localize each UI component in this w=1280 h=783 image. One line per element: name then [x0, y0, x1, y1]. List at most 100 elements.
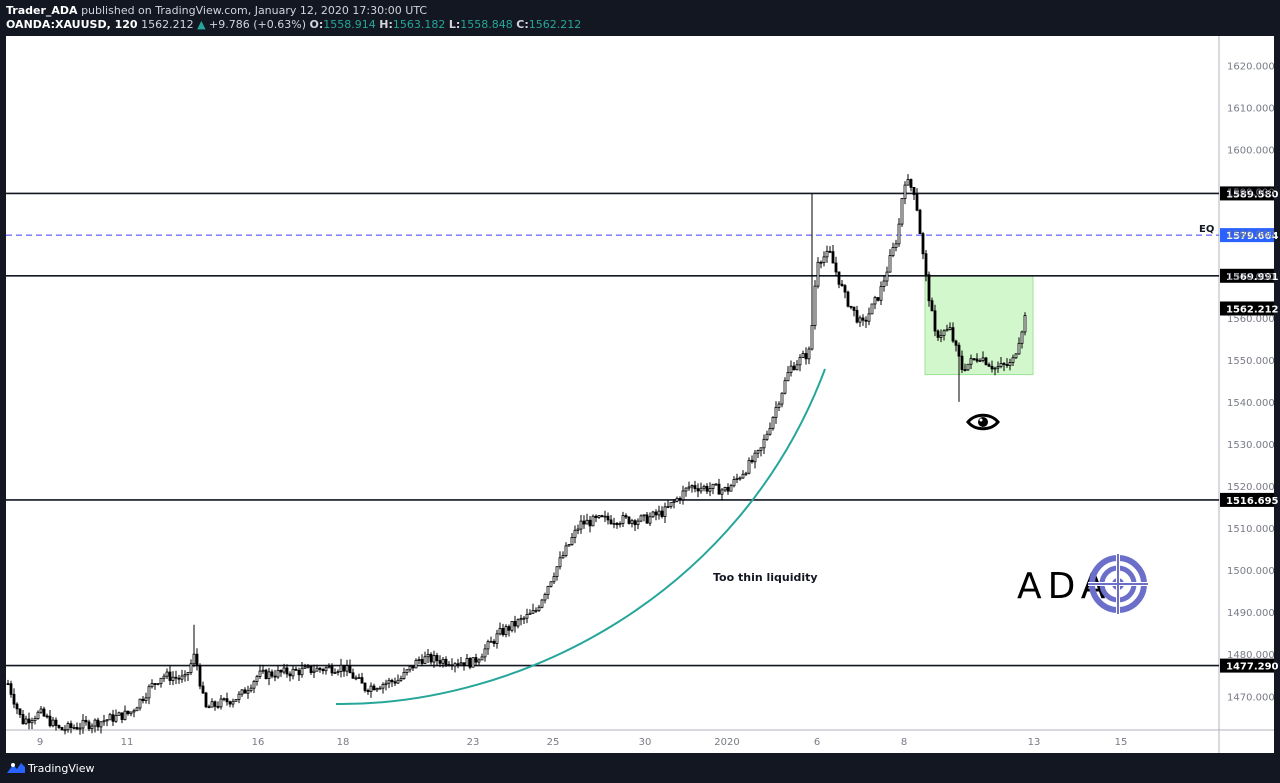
candle-body — [360, 677, 364, 684]
candle-body — [621, 515, 625, 524]
candle-body — [933, 310, 937, 332]
candles — [6, 174, 1027, 735]
tradingview-logo-icon[interactable] — [6, 761, 26, 775]
candle-body — [312, 670, 316, 673]
time-tick-label: 8 — [901, 737, 907, 748]
candle-body — [867, 313, 871, 322]
candle-body — [651, 511, 655, 518]
price-tick-label: 1540.000 — [1227, 398, 1275, 409]
candle-body — [711, 483, 715, 489]
candle-body — [441, 658, 445, 664]
candle-body — [1014, 353, 1018, 359]
time-tick-label: 16 — [252, 737, 265, 748]
candle-body — [12, 693, 16, 705]
price-tick-label: 1580.000 — [1227, 230, 1275, 241]
candle-body — [591, 515, 595, 527]
candle-body — [192, 653, 196, 665]
ohlc-legend: OANDA:XAUUSD, 120 1562.212 ▲ +9.786 (+0.… — [6, 18, 581, 31]
candle-body — [954, 340, 958, 346]
level-label: 1569.991 — [1226, 272, 1279, 283]
candle-body — [126, 710, 130, 715]
candle-body — [243, 689, 247, 694]
candle-body — [627, 516, 631, 524]
candle-body — [498, 628, 502, 635]
symbol-label[interactable]: OANDA:XAUUSD, 120 — [6, 18, 138, 31]
candle-body — [57, 725, 61, 728]
price-chart[interactable]: 1589.580 1579.664 EQ 1569.991 1516.695 1477.2… — [0, 36, 1280, 753]
candle-body — [534, 609, 538, 612]
candle-body — [75, 727, 79, 730]
candle-body — [204, 692, 208, 708]
candle-body — [852, 306, 856, 311]
candle-body — [483, 648, 487, 658]
candle-body — [396, 679, 400, 684]
candle-body — [150, 683, 154, 688]
candle-body — [261, 669, 265, 672]
price-change: +9.786 (+0.63%) — [209, 18, 306, 31]
candle-body — [543, 594, 547, 601]
candle-body — [774, 406, 778, 418]
candle-body — [33, 718, 37, 722]
curve-annotation[interactable]: Too thin liquidity — [713, 571, 818, 584]
candle-body — [390, 679, 394, 683]
candle-body — [549, 581, 553, 587]
candle-body — [708, 488, 712, 492]
candle-body — [879, 286, 883, 301]
candle-body — [426, 653, 430, 658]
candle-body — [123, 710, 127, 720]
candle-body — [906, 179, 910, 186]
candle-body — [957, 344, 961, 357]
candle-body — [966, 363, 970, 371]
close-value: 1562.212 — [528, 18, 582, 31]
candle-body — [156, 683, 160, 686]
eye-icon[interactable] — [966, 413, 1000, 431]
candle-body — [45, 715, 49, 718]
candle-body — [225, 698, 229, 703]
demand-zone-box[interactable] — [924, 275, 1034, 376]
candle-body — [609, 519, 613, 525]
candle-body — [699, 487, 703, 492]
candle-body — [195, 653, 199, 667]
time-tick-label: 9 — [37, 737, 43, 748]
candle-body — [816, 261, 820, 287]
candle-body — [519, 618, 523, 621]
candle-body — [24, 718, 28, 725]
candle-body — [516, 619, 520, 627]
price-tick-label: 1600.000 — [1227, 146, 1275, 157]
candle-body — [732, 479, 736, 487]
candle-body — [675, 498, 679, 502]
candle-body — [291, 668, 295, 677]
level-label-box — [1220, 268, 1274, 283]
candle-body — [996, 366, 1000, 369]
author-name[interactable]: Trader_ADA — [6, 4, 78, 17]
candle-body — [939, 334, 943, 338]
tradingview-brand[interactable]: TradingView — [28, 762, 95, 775]
candle-body — [42, 708, 46, 717]
candle-body — [894, 243, 898, 249]
price-tick-label: 1510.000 — [1227, 524, 1275, 535]
candle-body — [219, 698, 223, 708]
candle-body — [84, 719, 88, 723]
price-axis-ticks: 1470.000 1480.000 1490.000 1500.000 1510.000… — [1227, 62, 1275, 704]
candle-body — [786, 372, 790, 382]
candle-body — [54, 719, 58, 726]
candle-body — [870, 303, 874, 315]
candle-body — [687, 486, 691, 489]
candle-body — [747, 459, 751, 474]
level-label: 1477.290 — [1226, 662, 1279, 673]
candle-body — [537, 606, 541, 611]
candle-body — [585, 519, 589, 525]
candle-body — [177, 677, 181, 680]
candle-body — [909, 179, 913, 188]
price-axis-background[interactable] — [1219, 36, 1274, 753]
candle-body — [792, 365, 796, 371]
candle-body — [252, 681, 256, 689]
candle-body — [228, 701, 232, 705]
close-label: C: — [516, 18, 529, 31]
candle-body — [981, 357, 985, 361]
time-axis-ticks: 9 11 16 18 23 25 30 2020 6 8 13 15 — [37, 737, 1128, 748]
candle-body — [258, 670, 262, 677]
candle-body — [168, 671, 172, 681]
candle-body — [690, 485, 694, 488]
candle-body — [303, 666, 307, 669]
